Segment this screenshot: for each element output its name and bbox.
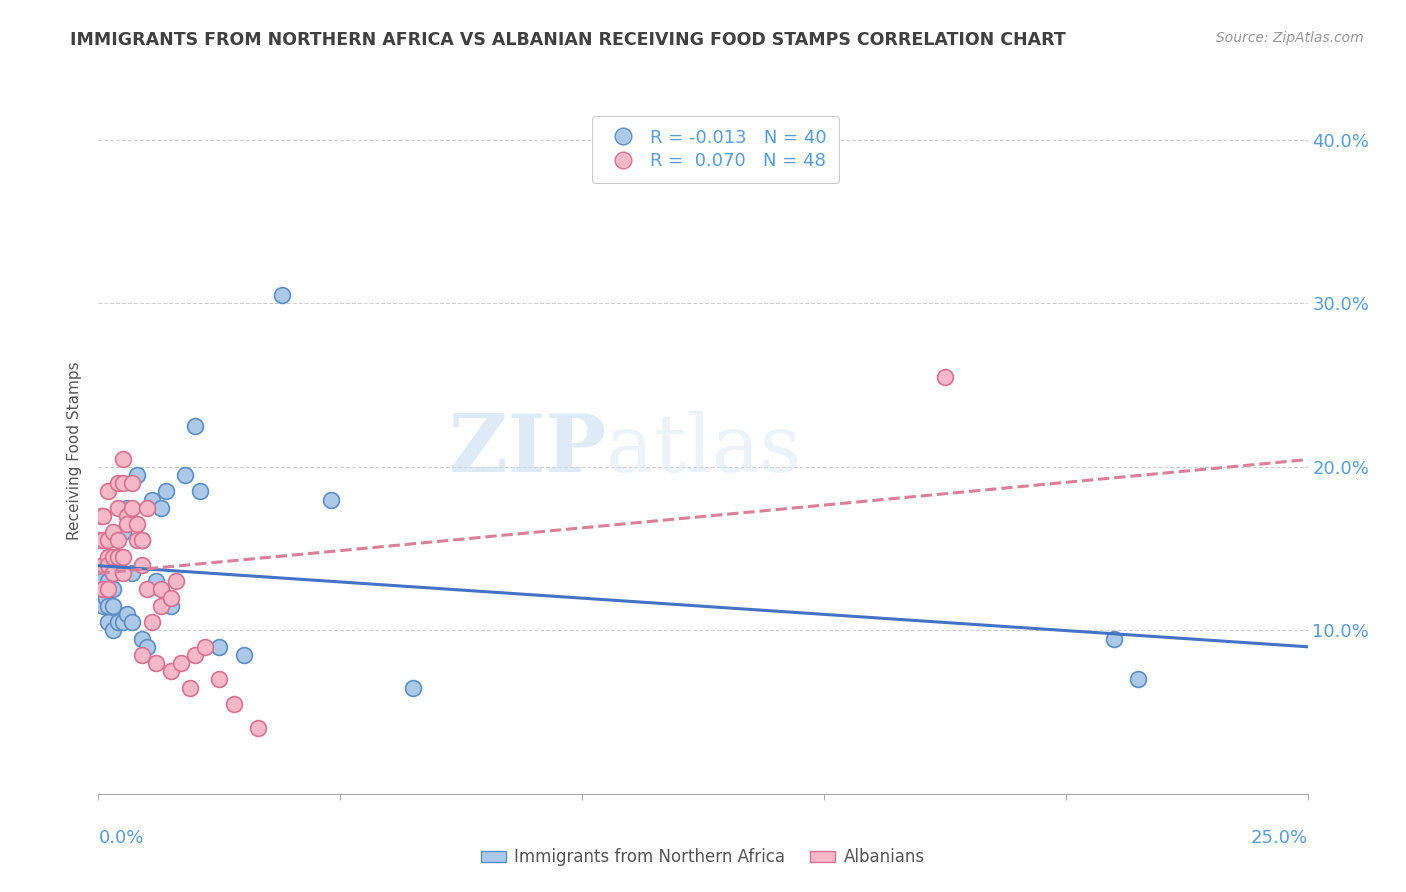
Point (141, 615, 163, 630)
Point (111, 615, 134, 630)
Point (101, 599, 124, 613)
Point (101, 582, 124, 597)
Point (117, 508, 139, 523)
Point (91, 591, 114, 605)
Point (111, 525, 134, 540)
Point (141, 492, 163, 507)
Point (179, 681, 201, 695)
Point (135, 582, 157, 597)
Point (111, 549, 134, 564)
Point (131, 648, 153, 662)
Point (127, 467, 149, 482)
Point (94, 591, 117, 605)
Point (194, 640, 217, 654)
Point (107, 533, 129, 548)
Point (131, 558, 153, 572)
Point (208, 640, 231, 654)
Point (150, 500, 173, 515)
Point (91, 533, 114, 548)
Point (101, 525, 124, 540)
Point (169, 656, 191, 670)
Point (101, 566, 124, 580)
Point (160, 591, 183, 605)
Point (319, 492, 342, 507)
Point (135, 500, 157, 515)
Point (97, 599, 120, 613)
Point (91, 582, 114, 597)
Point (271, 288, 294, 302)
Point (934, 369, 956, 384)
Text: Source: ZipAtlas.com: Source: ZipAtlas.com (1216, 31, 1364, 45)
Point (135, 640, 157, 654)
Point (145, 574, 167, 589)
Point (121, 500, 143, 515)
Text: atlas: atlas (606, 411, 801, 490)
Point (160, 664, 183, 678)
Text: ZIP: ZIP (450, 411, 606, 490)
Point (222, 697, 245, 711)
Point (1102, 632, 1125, 646)
Point (97, 582, 120, 597)
Point (145, 656, 167, 670)
Point (174, 467, 197, 482)
Point (97, 615, 120, 630)
Point (107, 476, 129, 491)
Legend: R = -0.013   N = 40, R =  0.070   N = 48: R = -0.013 N = 40, R = 0.070 N = 48 (592, 116, 839, 183)
Point (107, 558, 129, 572)
Point (111, 451, 134, 466)
Point (131, 533, 153, 548)
Point (90, 508, 112, 523)
Point (150, 582, 173, 597)
Point (101, 549, 124, 564)
Point (97, 582, 120, 597)
Point (90, 574, 112, 589)
Point (121, 566, 143, 580)
Point (91, 599, 114, 613)
Point (232, 648, 254, 662)
Point (131, 632, 153, 646)
Point (111, 566, 134, 580)
Point (184, 418, 207, 433)
Point (165, 574, 187, 589)
Text: IMMIGRANTS FROM NORTHERN AFRICA VS ALBANIAN RECEIVING FOOD STAMPS CORRELATION CH: IMMIGRANTS FROM NORTHERN AFRICA VS ALBAN… (70, 31, 1066, 49)
Point (208, 673, 231, 687)
Point (101, 566, 124, 580)
Point (91, 582, 114, 597)
Point (87, 533, 110, 548)
Point (91, 508, 114, 523)
Point (131, 533, 153, 548)
Point (97, 533, 120, 548)
Point (150, 599, 173, 613)
Point (97, 484, 120, 499)
Point (101, 624, 124, 638)
Point (121, 476, 143, 491)
Point (184, 648, 207, 662)
Point (97, 549, 120, 564)
Point (188, 484, 211, 499)
Point (402, 681, 425, 695)
Point (91, 558, 114, 572)
Point (107, 500, 129, 515)
Point (107, 549, 129, 564)
Point (247, 722, 270, 736)
Point (127, 533, 149, 548)
Point (117, 516, 139, 531)
Point (121, 615, 143, 630)
Point (1128, 673, 1150, 687)
Point (111, 476, 134, 491)
Point (127, 516, 149, 531)
Point (117, 607, 139, 621)
Point (107, 615, 129, 630)
Point (155, 484, 177, 499)
Point (160, 599, 183, 613)
Legend: Immigrants from Northern Africa, Albanians: Immigrants from Northern Africa, Albania… (474, 842, 932, 873)
Y-axis label: Receiving Food Stamps: Receiving Food Stamps (67, 361, 83, 540)
Point (97, 574, 120, 589)
Text: 0.0%: 0.0% (98, 829, 143, 847)
Point (97, 558, 120, 572)
Text: 25.0%: 25.0% (1250, 829, 1308, 847)
Point (117, 500, 139, 515)
